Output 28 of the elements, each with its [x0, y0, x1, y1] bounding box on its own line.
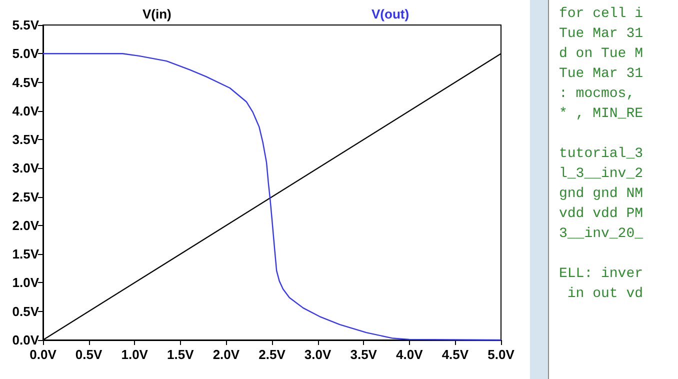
x-tick-label: 1.5V: [167, 347, 194, 362]
y-tick-label: 3.0V: [12, 160, 40, 176]
x-tick-label: 4.0V: [396, 347, 424, 362]
y-tick-label: 5.0V: [12, 46, 40, 62]
y-tick-label: 1.5V: [12, 246, 40, 262]
y-tick-label: 4.5V: [12, 74, 40, 90]
text: tutorial_3 l_3__inv_2 gnd gnd NM vdd vdd PM 3__inv_20_: [559, 145, 644, 244]
text: for cell i Tue Mar 31 d on Tue M Tue Mar 31 : mocmos, * , MIN_RE: [559, 5, 644, 124]
text: V(in): [142, 6, 172, 22]
x-tick-label: 0.5V: [75, 347, 102, 362]
x-tick-label: 3.5V: [350, 347, 378, 362]
text: ELL: inver in out vd: [559, 265, 644, 304]
text: V(out): [372, 6, 410, 22]
y-tick-label: 0.5V: [12, 304, 40, 319]
x-tick-label: 2.0V: [212, 347, 240, 362]
y-tick-label: 2.5V: [12, 189, 40, 204]
x-tick-label: 1.0V: [121, 347, 148, 362]
x-tick-label: 2.5V: [258, 347, 286, 362]
y-tick-label: 0.0V: [12, 332, 40, 348]
y-tick-label: 4.0V: [12, 103, 40, 118]
y-tick-label: 5.5V: [12, 18, 40, 32]
x-tick-label: 0.0V: [30, 347, 57, 362]
y-tick-label: 1.0V: [12, 275, 40, 290]
x-tick-label: 5.0V: [488, 347, 515, 362]
y-tick-label: 2.0V: [12, 218, 40, 233]
x-tick-label: 4.5V: [442, 347, 469, 362]
y-tick-label: 3.5V: [12, 132, 40, 148]
x-tick-label: 3.0V: [304, 347, 332, 362]
